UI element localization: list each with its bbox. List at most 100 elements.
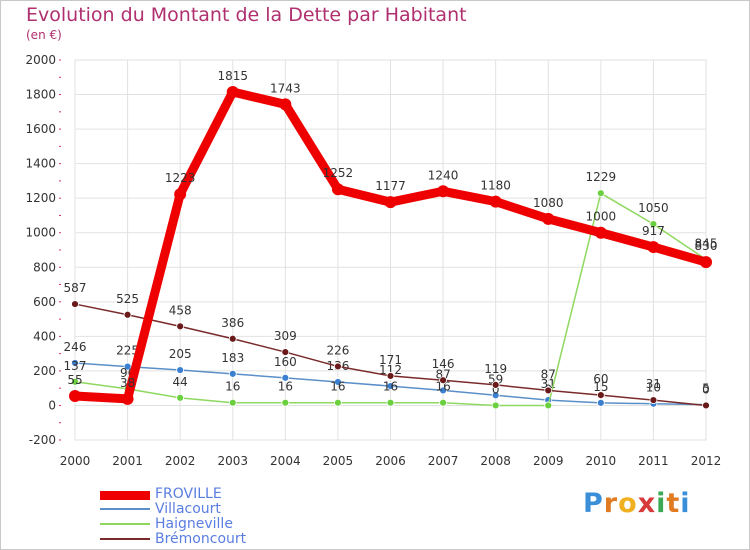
data-label: 225 (116, 344, 139, 358)
data-label: 16 (225, 380, 240, 394)
x-tick-label: 2011 (638, 454, 669, 468)
data-label: 1080 (533, 196, 564, 210)
logo-letter: i (680, 488, 691, 519)
data-label: 31 (646, 377, 661, 391)
data-label: 458 (169, 303, 192, 317)
legend-swatch-villacourt (100, 508, 150, 510)
logo-letter: o (618, 488, 638, 519)
x-tick-label: 2006 (375, 454, 406, 468)
data-point (334, 362, 342, 371)
x-tick-label: 2000 (60, 454, 91, 468)
data-point (121, 392, 134, 405)
data-point (491, 380, 500, 389)
data-point (544, 386, 553, 395)
data-label: 59 (488, 372, 503, 386)
y-tick-label: 1400 (25, 157, 56, 171)
data-label: 160 (274, 355, 297, 369)
data-point (439, 398, 447, 407)
logo-letter: t (666, 488, 681, 519)
data-label: 119 (484, 362, 507, 376)
data-point (386, 372, 395, 380)
data-point (649, 220, 658, 228)
data-label: 183 (221, 351, 244, 365)
data-point (69, 389, 81, 402)
data-point (71, 300, 79, 308)
data-point (384, 196, 397, 209)
data-point (176, 393, 185, 402)
x-tick-label: 2007 (428, 454, 459, 468)
data-label: 171 (379, 353, 402, 367)
data-point (281, 348, 290, 356)
data-point (386, 398, 395, 407)
data-point (123, 362, 132, 371)
y-tick-label: 0 (48, 398, 56, 412)
data-label: 16 (330, 380, 345, 394)
data-point (176, 322, 185, 331)
data-point (596, 398, 605, 407)
logo-letter: i (656, 488, 667, 519)
data-label: 830 (695, 239, 718, 253)
x-tick-label: 2004 (270, 454, 301, 468)
data-label: 386 (221, 316, 244, 330)
data-point (647, 241, 660, 254)
data-label: 38 (120, 376, 135, 390)
proxiti-logo: Proxiti (583, 488, 691, 519)
data-label: 525 (116, 292, 139, 306)
data-point (228, 334, 237, 343)
x-tick-label: 2005 (323, 454, 354, 468)
data-label: 10 (646, 381, 661, 395)
data-label: 5 (702, 382, 710, 396)
data-label: 1223 (165, 171, 196, 185)
data-label: 1229 (586, 170, 617, 184)
data-label: 60 (593, 372, 608, 386)
data-point (594, 226, 607, 239)
data-label: 1815 (217, 69, 248, 83)
legend-label-froville: FROVILLE (155, 486, 222, 502)
data-point (702, 401, 710, 410)
data-label: 1240 (428, 168, 459, 182)
data-label: 16 (383, 380, 398, 394)
legend-label-haigneville: Haigneville (155, 516, 233, 532)
y-tick-label: 400 (33, 329, 56, 343)
y-tick-label: 1600 (25, 122, 56, 136)
y-tick-label: 600 (33, 295, 56, 309)
data-point (649, 396, 658, 405)
data-label: 137 (64, 359, 87, 373)
data-label: 112 (379, 363, 402, 377)
data-point (439, 376, 447, 385)
legend-label-bremoncourt: Brémoncourt (155, 531, 247, 547)
data-point (489, 195, 502, 208)
data-label: 587 (64, 281, 87, 295)
chart-title: Evolution du Montant de la Dette par Hab… (26, 4, 467, 26)
legend-label-villacourt: Villacourt (155, 501, 221, 517)
y-tick-label: 2000 (25, 53, 56, 67)
data-point (281, 373, 290, 382)
data-point (176, 366, 185, 374)
x-tick-label: 2003 (217, 454, 248, 468)
data-point (491, 401, 500, 410)
data-point (226, 85, 239, 98)
data-point (331, 183, 344, 196)
data-point (174, 188, 187, 201)
data-point (700, 256, 712, 269)
data-point (596, 189, 605, 198)
data-label: 146 (432, 357, 455, 371)
data-point (281, 398, 290, 407)
data-label: 0 (492, 382, 500, 396)
logo-letter: x (637, 488, 657, 519)
y-tick-label: 800 (33, 260, 56, 274)
data-point (334, 398, 342, 407)
y-tick-label: 1000 (25, 226, 56, 240)
data-label: 845 (695, 237, 718, 251)
data-point (123, 310, 132, 319)
logo-letter: P (583, 488, 604, 519)
data-label: 226 (326, 343, 349, 357)
data-label: 15 (593, 380, 608, 394)
data-point (71, 359, 79, 367)
data-label: 309 (274, 329, 297, 343)
data-label: 44 (173, 375, 188, 389)
data-label: 87 (435, 367, 450, 381)
data-label: 205 (169, 347, 192, 361)
data-label: 55 (67, 373, 82, 387)
